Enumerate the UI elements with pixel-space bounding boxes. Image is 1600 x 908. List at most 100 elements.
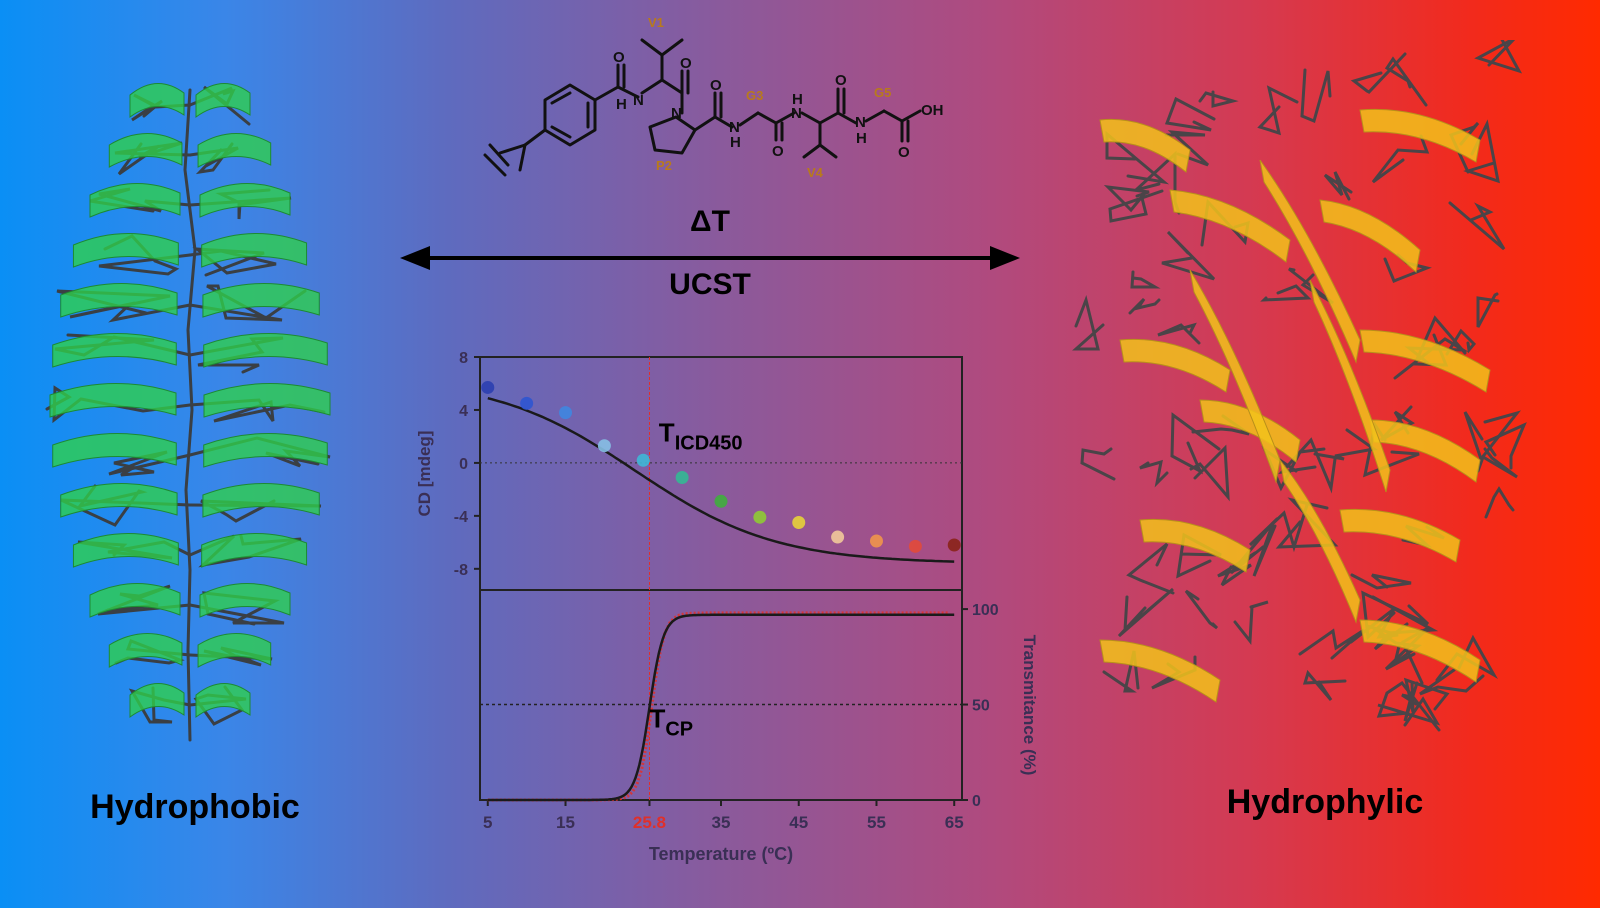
right-sheet-ribbon-1 bbox=[1359, 108, 1481, 163]
right-stick-10 bbox=[1483, 422, 1527, 470]
left-helix-ribbon-L6 bbox=[49, 383, 177, 418]
x-tick-label-tm: 25.8 bbox=[633, 813, 666, 832]
cd-point-8 bbox=[792, 515, 806, 529]
atom-o-6: O bbox=[898, 144, 910, 161]
residue-label-p2: P2 bbox=[656, 158, 672, 173]
atom-n-5: N bbox=[855, 114, 866, 131]
cd-point-12 bbox=[947, 538, 961, 552]
hydrophobic-label: Hydrophobic bbox=[90, 788, 300, 826]
left-helix-ribbon-R8 bbox=[202, 483, 320, 518]
arrow-top-label: ΔT bbox=[690, 205, 730, 238]
left-helix-ribbon-R7 bbox=[203, 433, 328, 468]
right-stick-47 bbox=[1476, 292, 1500, 328]
cd-point-6 bbox=[714, 494, 728, 508]
right-stick-30 bbox=[1170, 412, 1221, 475]
annotation-ticd450: TICD450 bbox=[659, 418, 743, 455]
cd-point-7 bbox=[753, 510, 767, 524]
left-helix-ribbon-R3 bbox=[201, 232, 308, 268]
right-sheet-ribbon-15 bbox=[1309, 279, 1391, 493]
bottom-y-axis-label: Transmitance (%) bbox=[1020, 635, 1039, 776]
transmittance-fit-curve bbox=[487, 613, 955, 802]
atom-n-4: N bbox=[791, 105, 802, 122]
residue-label-v1: V1 bbox=[648, 15, 664, 30]
right-stick-37 bbox=[1103, 184, 1150, 213]
cd-fit-curve bbox=[487, 396, 955, 563]
right-stick-28 bbox=[1126, 542, 1175, 595]
cd-point-10 bbox=[869, 534, 883, 548]
residue-label-g5: G5 bbox=[874, 85, 891, 100]
right-stick-63 bbox=[1401, 681, 1419, 722]
hydrophylic-structure bbox=[1072, 40, 1527, 732]
left-helix-ribbon-R1 bbox=[197, 133, 272, 168]
atom-o-2: O bbox=[680, 55, 692, 72]
right-sheet-ribbon-4 bbox=[1119, 338, 1231, 393]
right-stick-29 bbox=[1130, 270, 1161, 289]
left-helix-ribbon-R0 bbox=[195, 83, 251, 118]
right-stick-15 bbox=[1350, 52, 1407, 94]
annotation-tcp: TCP bbox=[649, 703, 693, 740]
atom-h-1: H bbox=[616, 96, 627, 113]
right-stick-56 bbox=[1217, 551, 1257, 587]
right-stick-35 bbox=[1371, 134, 1430, 184]
right-stick-3 bbox=[1445, 328, 1477, 356]
cd-point-0 bbox=[481, 380, 495, 394]
right-stick-65 bbox=[1300, 68, 1332, 124]
top-y-tick-label: -8 bbox=[454, 562, 468, 579]
right-stick-34 bbox=[1072, 294, 1105, 351]
right-stick-23 bbox=[1448, 201, 1506, 251]
right-stick-13 bbox=[1128, 297, 1161, 315]
right-stick-16 bbox=[1484, 486, 1515, 519]
left-helix-ribbon-L8 bbox=[60, 483, 178, 518]
top-y-tick-label: 8 bbox=[459, 350, 468, 367]
x-tick-label: 15 bbox=[556, 813, 575, 832]
right-stick-53 bbox=[1157, 322, 1201, 345]
x-tick-label: 55 bbox=[867, 813, 886, 832]
x-tick-label: 5 bbox=[483, 813, 492, 832]
hydrophylic-label: Hydrophylic bbox=[1226, 783, 1424, 821]
left-helix-ribbon-R11 bbox=[197, 633, 272, 668]
right-stick-14 bbox=[1323, 171, 1353, 201]
right-stick-61 bbox=[1260, 284, 1312, 302]
right-sheet-ribbon-2 bbox=[1169, 189, 1291, 263]
right-sheet-ribbon-8 bbox=[1139, 518, 1251, 573]
left-stick-L4 bbox=[56, 289, 192, 323]
right-stick-8 bbox=[1463, 119, 1500, 184]
atom-h-4: H bbox=[792, 91, 803, 108]
right-sheet-ribbon-3 bbox=[1319, 199, 1421, 273]
left-helix-ribbon-R4 bbox=[202, 283, 320, 318]
left-helix-ribbon-L0 bbox=[129, 83, 185, 118]
left-helix-ribbon-L7 bbox=[52, 433, 177, 468]
cd-point-3 bbox=[597, 439, 611, 453]
right-stick-38 bbox=[1298, 628, 1365, 660]
transmittance-data bbox=[487, 611, 950, 802]
bottom-y-tick-label: 50 bbox=[972, 698, 990, 715]
cd-point-5 bbox=[675, 470, 689, 484]
right-stick-52 bbox=[1350, 573, 1412, 590]
chart-frame bbox=[479, 356, 963, 801]
left-helix-ribbon-L1 bbox=[108, 133, 183, 168]
cd-transmittance-chart: 8 4 0 -4 -8 100 50 0 5 15 25.8 35 45 55 65 TICD450 TCP CD… bbox=[415, 350, 1039, 864]
right-stick-50 bbox=[1233, 600, 1269, 646]
atom-o-1: O bbox=[613, 49, 625, 66]
right-sheet-ribbon-0 bbox=[1099, 118, 1191, 173]
top-y-tick-label: 0 bbox=[459, 456, 468, 473]
right-stick-25 bbox=[1080, 447, 1116, 481]
left-helix-ribbon-L3 bbox=[72, 232, 179, 268]
left-helix-ribbon-L11 bbox=[108, 633, 183, 668]
left-helix-ribbon-R12 bbox=[195, 683, 251, 718]
top-y-tick-label: 4 bbox=[459, 403, 468, 420]
left-helix-ribbon-L5 bbox=[52, 333, 177, 368]
left-stick-R4 bbox=[188, 284, 307, 322]
atom-oh: OH bbox=[921, 102, 944, 119]
right-stick-68 bbox=[1164, 130, 1210, 167]
atom-n-1: N bbox=[633, 92, 644, 109]
right-stick-22 bbox=[1189, 444, 1230, 502]
bottom-y-tick-label: 100 bbox=[972, 602, 999, 619]
right-stick-33 bbox=[1377, 696, 1441, 727]
cd-point-11 bbox=[908, 539, 922, 553]
left-helix-ribbon-L2 bbox=[89, 183, 181, 218]
right-stick-27 bbox=[1117, 587, 1174, 638]
bottom-y-tick-label: 0 bbox=[972, 793, 981, 810]
right-stick-46 bbox=[1476, 447, 1518, 479]
right-stick-45 bbox=[1313, 428, 1378, 461]
